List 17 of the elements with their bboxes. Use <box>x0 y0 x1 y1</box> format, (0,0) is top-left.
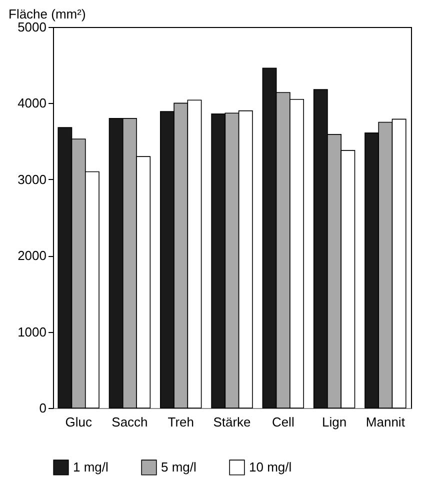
x-tick-label: Treh <box>168 414 194 430</box>
y-tick-label: 4000 <box>18 96 46 111</box>
x-tick-label: Sacch <box>112 414 148 430</box>
x-tick-label: Gluc <box>65 414 92 430</box>
y-tick-label: 0 <box>39 400 46 416</box>
y-axis-title: Fläche (mm²) <box>8 6 86 22</box>
y-tick-label: 3000 <box>18 172 46 187</box>
y-tick-label: 1000 <box>18 324 46 340</box>
x-tick-label: Cell <box>272 414 294 430</box>
x-tick-label: Stärke <box>213 414 251 430</box>
legend-label: 10 mg/l <box>249 459 292 474</box>
legend-label: 5 mg/l <box>161 459 197 474</box>
legend-label: 1 mg/l <box>73 459 109 474</box>
x-tick-label: Lign <box>322 414 347 430</box>
y-tick-label: 2000 <box>18 248 46 264</box>
y-tick-label: 5000 <box>18 20 46 34</box>
x-tick-label: Mannit <box>366 414 406 430</box>
